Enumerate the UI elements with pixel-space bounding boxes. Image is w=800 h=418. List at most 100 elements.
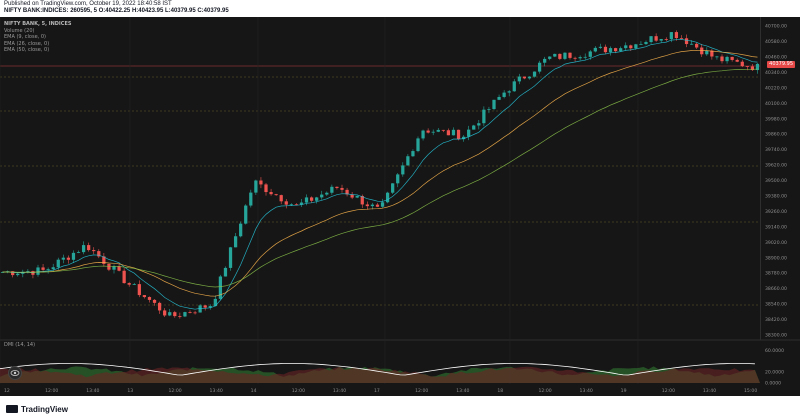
eye-icon[interactable]: [8, 366, 22, 380]
candle-body: [92, 250, 96, 252]
candle-body: [299, 202, 304, 205]
candle-body: [497, 96, 501, 100]
candle-body: [127, 283, 131, 285]
price-tick-label: 38540.00: [765, 302, 787, 308]
candle-body: [472, 125, 476, 130]
candle-body: [284, 201, 288, 205]
time-tick-label: 12: [4, 388, 10, 394]
candle-body: [193, 312, 197, 314]
candle-body: [365, 204, 369, 207]
candle-body: [492, 99, 496, 110]
candle-body: [320, 194, 324, 198]
candle-body: [416, 138, 420, 152]
time-tick-label: 12:00: [538, 388, 551, 394]
candle-body: [391, 183, 395, 193]
legend-indicator-ema50[interactable]: EMA (50, close, 0): [4, 47, 50, 53]
time-tick-label: 13:40: [210, 388, 223, 394]
time-tick-label: 12:00: [662, 388, 675, 394]
candle-body: [421, 130, 425, 139]
candle-body: [603, 46, 608, 53]
candle-body: [644, 42, 648, 45]
candle-body: [487, 109, 491, 110]
candle-body: [168, 312, 172, 316]
candle-body: [309, 197, 314, 201]
legend-indicator-volume[interactable]: Volume (20): [4, 27, 35, 34]
candle-body: [335, 186, 339, 188]
price-tick-label: 40220.00: [765, 85, 787, 91]
candle-body: [107, 263, 111, 270]
candle-body: [740, 61, 744, 67]
chart-pane[interactable]: 60.0000 20.0000 0.0000 NIFTY BANK, 5, INDI…: [0, 17, 800, 396]
candle-body: [132, 284, 136, 285]
price-tick-label: 40700.00: [765, 24, 787, 30]
candle-body: [102, 256, 106, 264]
time-scale[interactable]: 12 12:00 13:40 13 12:00 13:40 14 12:00 13:40 17 12…: [0, 385, 760, 395]
candle-body: [61, 257, 65, 260]
dmi-minus-area: [0, 366, 760, 383]
price-tick-label: 40580.00: [765, 39, 787, 45]
price-tick-label: 38900.00: [765, 255, 787, 261]
candle-body: [568, 52, 572, 58]
candle-body: [46, 269, 50, 271]
candle-body: [482, 109, 486, 124]
candle-body: [401, 165, 405, 175]
time-tick-label: 14: [251, 388, 257, 394]
dmi-tick-label: 0.0000: [765, 381, 781, 387]
candle-body: [674, 32, 679, 39]
candle-body: [163, 310, 167, 316]
quote-text: NIFTY BANK:INDICES: 260595, 5 O:40422.25…: [4, 8, 229, 14]
candle-body: [725, 56, 729, 62]
time-tick-label: 18: [497, 388, 503, 394]
candle-body: [436, 129, 440, 132]
candle-body: [330, 186, 334, 193]
candle-body: [208, 306, 212, 308]
candle-body: [97, 251, 101, 257]
candle-body: [178, 316, 182, 317]
candle-body: [710, 50, 714, 57]
candle-body: [695, 43, 699, 48]
candle-body: [396, 174, 400, 184]
time-tick-label: 13: [127, 388, 133, 394]
candle-body: [56, 259, 60, 268]
price-tick-label: 40340.00: [765, 70, 787, 76]
candle-body: [117, 266, 121, 271]
price-scale[interactable]: 40700.00 40580.00 40460.00 40340.00 40220.00…: [760, 17, 800, 340]
candle-body: [583, 56, 587, 58]
legend-indicator-ema26[interactable]: EMA (26, close, 0): [4, 40, 50, 47]
candle-body: [147, 297, 152, 300]
price-tick-label: 39140.00: [765, 224, 787, 230]
candle-body: [634, 44, 638, 49]
legend-indicator-ema9[interactable]: EMA (9, close, 0): [4, 34, 46, 40]
candle-body: [553, 53, 557, 57]
candle-body: [689, 43, 694, 45]
candle-body: [507, 91, 511, 93]
publish-header: Published on TradingView.com, October 19…: [0, 0, 800, 17]
candle-body: [629, 45, 633, 49]
dmi-tick-label: 60.0000: [765, 348, 784, 354]
candle-body: [11, 271, 15, 276]
candle-body: [467, 129, 471, 137]
price-chart[interactable]: 60.0000 20.0000 0.0000: [0, 17, 800, 396]
candle-body: [142, 295, 147, 298]
brand-name: TradingView: [21, 404, 68, 414]
candle-body: [705, 50, 709, 55]
candle-body: [563, 52, 567, 59]
candle-body: [26, 271, 30, 272]
price-tick-label: 38660.00: [765, 286, 787, 292]
candles: [0, 30, 760, 319]
candle-body: [543, 58, 547, 63]
dmi-label[interactable]: DMI (14, 14): [4, 342, 36, 348]
price-tick-label: 40460.00: [765, 55, 787, 61]
chart-legend: NIFTY BANK, 5, INDICES Volume (20) EMA (…: [4, 21, 71, 54]
tradingview-logo[interactable]: TradingView: [6, 405, 68, 414]
time-tick-label: 15:00: [744, 388, 757, 394]
candle-body: [289, 204, 293, 206]
candle-body: [619, 48, 623, 52]
published-text: Published on TradingView.com, October 19…: [4, 1, 172, 7]
time-tick-label: 13:40: [333, 388, 346, 394]
candle-body: [639, 44, 643, 45]
candle-body: [325, 192, 329, 195]
candle-body: [233, 236, 238, 248]
candle-body: [735, 59, 739, 62]
candle-body: [213, 298, 217, 307]
